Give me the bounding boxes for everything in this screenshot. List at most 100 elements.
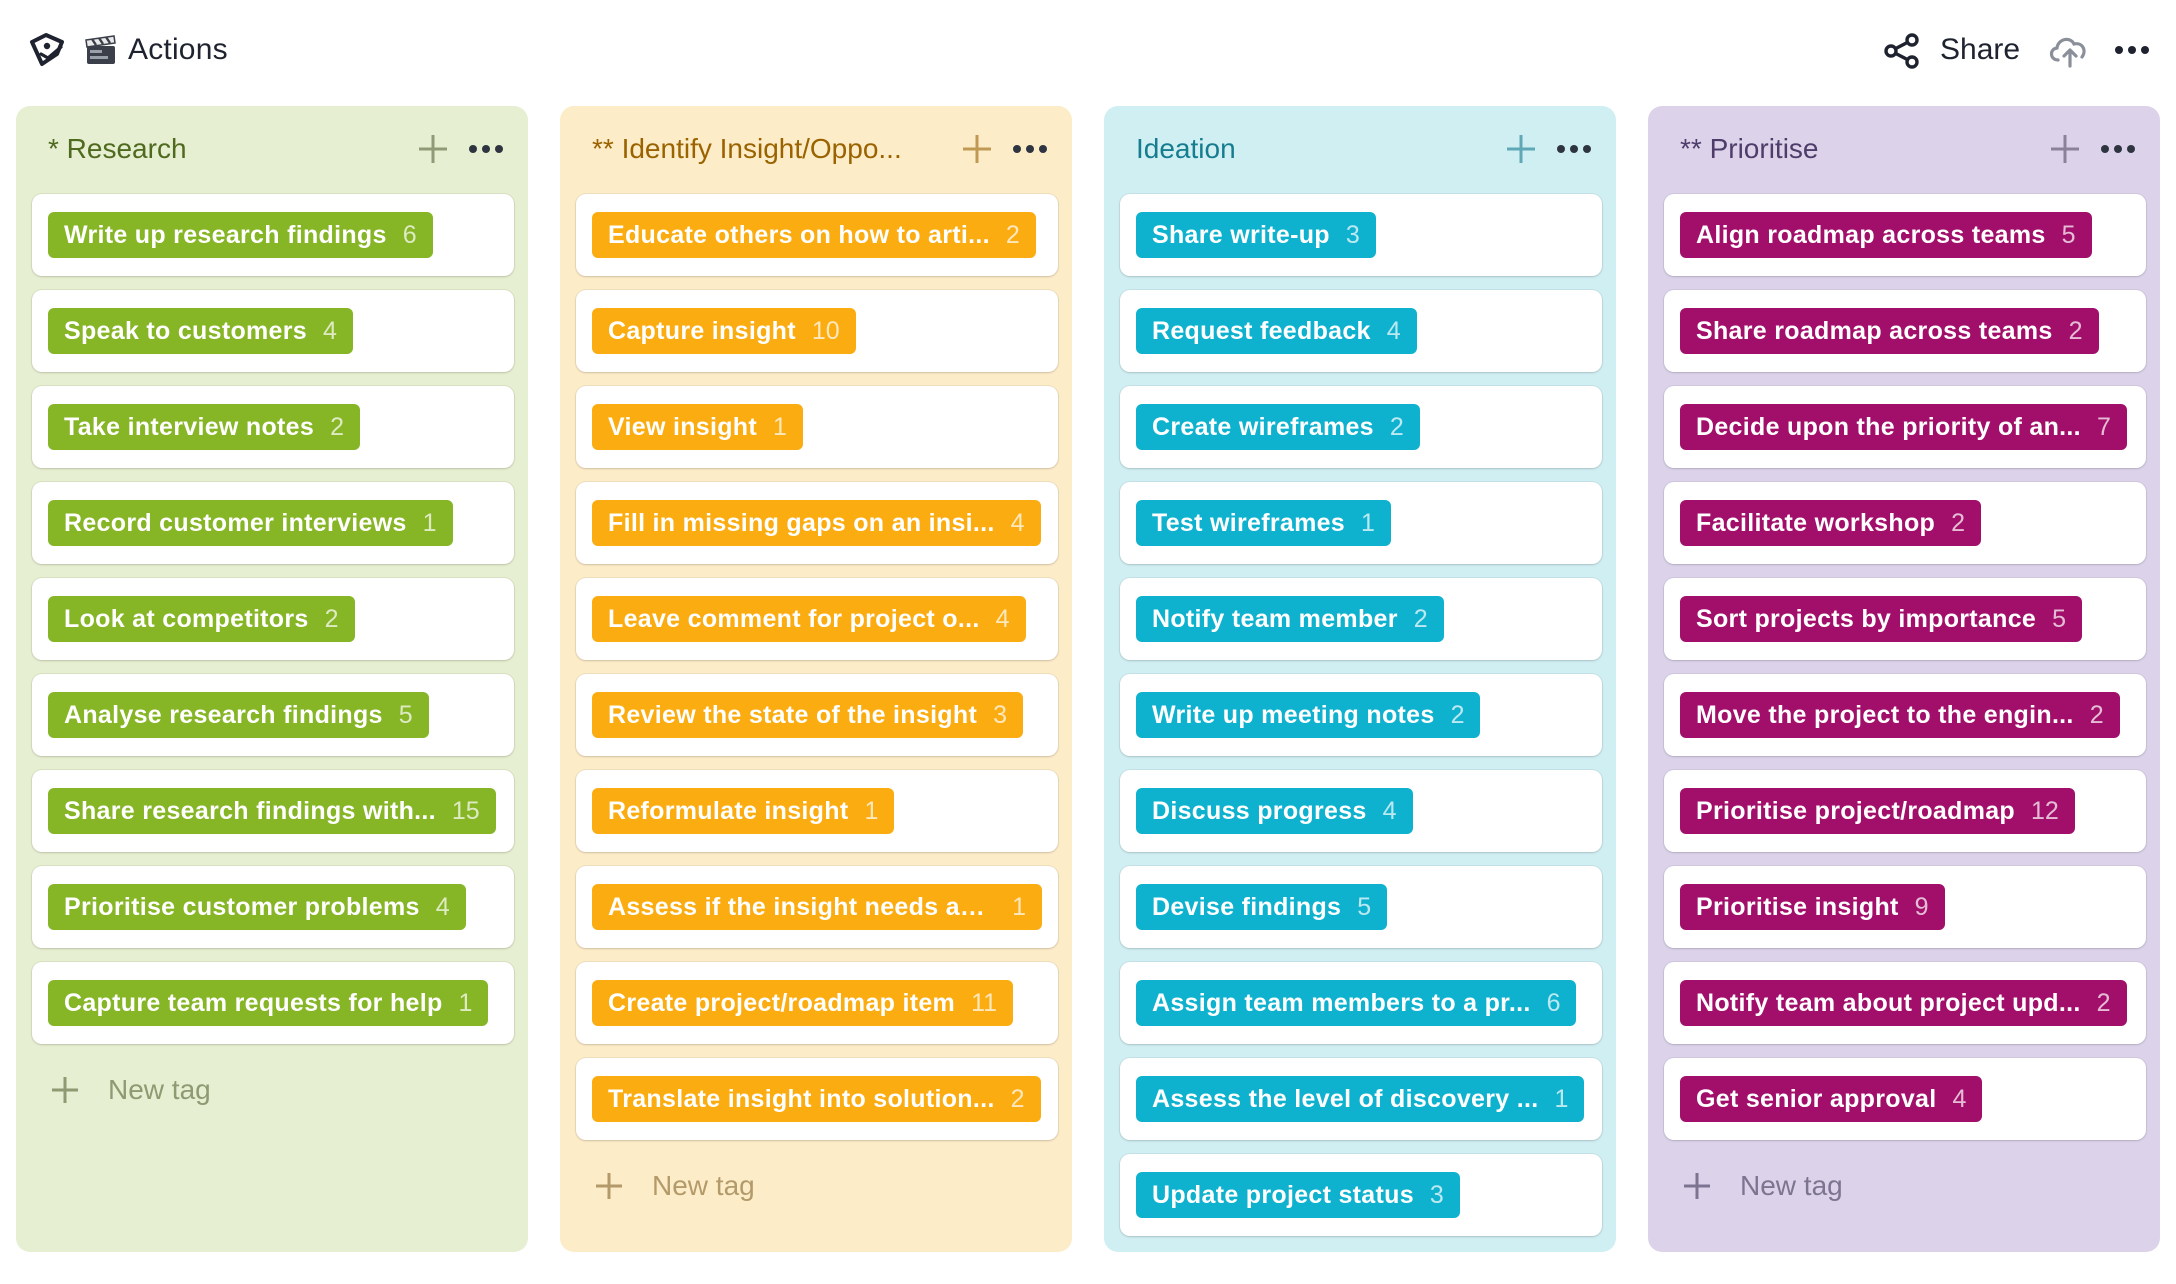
add-icon[interactable] [1502, 130, 1540, 168]
new-tag-button[interactable]: New tag [594, 1164, 755, 1208]
tag-card[interactable]: Reformulate insight 1 [576, 770, 1058, 852]
tag-chip[interactable]: Assess the level of discovery ... 1 [1136, 1076, 1585, 1122]
tag-card[interactable]: Prioritise project/roadmap 12 [1664, 770, 2146, 852]
tag-label: Write up research findings [64, 220, 387, 249]
tag-chip[interactable]: Devise findings 5 [1136, 884, 1388, 930]
tag-chip[interactable]: Write up research findings 6 [48, 212, 433, 258]
tag-chip[interactable]: Reformulate insight 1 [592, 788, 895, 834]
tag-card[interactable]: Create wireframes 2 [1120, 386, 1602, 468]
tag-chip[interactable]: Look at competitors 2 [48, 596, 355, 642]
tag-chip[interactable]: Test wireframes 1 [1136, 500, 1391, 546]
tag-chip[interactable]: Record customer interviews 1 [48, 500, 453, 546]
tag-card[interactable]: Review the state of the insight 3 [576, 674, 1058, 756]
cloud-upload-icon[interactable] [2046, 30, 2090, 70]
tag-card[interactable]: Speak to customers 4 [32, 290, 514, 372]
tag-chip[interactable]: Move the project to the engin... 2 [1680, 692, 2120, 738]
tag-chip[interactable]: Share write-up 3 [1136, 212, 1376, 258]
tag-card[interactable]: Record customer interviews 1 [32, 482, 514, 564]
add-icon[interactable] [2046, 130, 2084, 168]
tag-chip[interactable]: Analyse research findings 5 [48, 692, 429, 738]
tag-logo-icon[interactable] [26, 30, 68, 72]
tag-card[interactable]: Analyse research findings 5 [32, 674, 514, 756]
share-button[interactable]: Share [1940, 33, 2021, 66]
tag-label: Create wireframes [1152, 412, 1374, 441]
tag-card[interactable]: Notify team member 2 [1120, 578, 1602, 660]
tag-label: Sort projects by importance [1696, 604, 2037, 633]
tag-card[interactable]: Capture insight 10 [576, 290, 1058, 372]
tag-card[interactable]: Take interview notes 2 [32, 386, 514, 468]
tag-card[interactable]: Get senior approval 4 [1664, 1058, 2146, 1140]
tag-card[interactable]: Share roadmap across teams 2 [1664, 290, 2146, 372]
more-icon[interactable] [466, 138, 506, 160]
tag-chip[interactable]: Create wireframes 2 [1136, 404, 1420, 450]
tag-chip[interactable]: Request feedback 4 [1136, 308, 1417, 354]
tag-card[interactable]: Move the project to the engin... 2 [1664, 674, 2146, 756]
add-icon[interactable] [414, 130, 452, 168]
tag-card[interactable]: Write up research findings 6 [32, 194, 514, 276]
tag-card[interactable]: Translate insight into solution... 2 [576, 1058, 1058, 1140]
tag-card[interactable]: Decide upon the priority of an... 7 [1664, 386, 2146, 468]
tag-chip[interactable]: Discuss progress 4 [1136, 788, 1413, 834]
tag-card[interactable]: Facilitate workshop 2 [1664, 482, 2146, 564]
tag-chip[interactable]: Leave comment for project o... 4 [592, 596, 1026, 642]
tag-chip[interactable]: Sort projects by importance 5 [1680, 596, 2083, 642]
tag-card[interactable]: Align roadmap across teams 5 [1664, 194, 2146, 276]
tag-card[interactable]: Create project/roadmap item 11 [576, 962, 1058, 1044]
tag-chip[interactable]: Decide upon the priority of an... 7 [1680, 404, 2127, 450]
tag-chip[interactable]: Speak to customers 4 [48, 308, 353, 354]
tag-chip[interactable]: Take interview notes 2 [48, 404, 360, 450]
tag-chip[interactable]: View insight 1 [592, 404, 803, 450]
tag-chip[interactable]: Notify team member 2 [1136, 596, 1444, 642]
tag-card[interactable]: Look at competitors 2 [32, 578, 514, 660]
tag-card[interactable]: Test wireframes 1 [1120, 482, 1602, 564]
add-icon[interactable] [958, 130, 996, 168]
tag-chip[interactable]: Update project status 3 [1136, 1172, 1460, 1218]
tag-chip[interactable]: Get senior approval 4 [1680, 1076, 1983, 1122]
tag-chip[interactable]: Prioritise project/roadmap 12 [1680, 788, 2075, 834]
more-icon[interactable] [2098, 138, 2138, 160]
share-icon[interactable] [1882, 31, 1922, 71]
tag-card[interactable]: Devise findings 5 [1120, 866, 1602, 948]
tag-card[interactable]: Prioritise insight 9 [1664, 866, 2146, 948]
tag-card[interactable]: Write up meeting notes 2 [1120, 674, 1602, 756]
tag-card[interactable]: Share research findings with... 15 [32, 770, 514, 852]
tag-chip[interactable]: Translate insight into solution... 2 [592, 1076, 1041, 1122]
tag-chip[interactable]: Capture team requests for help 1 [48, 980, 489, 1026]
tag-card[interactable]: Assess the level of discovery ... 1 [1120, 1058, 1602, 1140]
tag-chip[interactable]: Fill in missing gaps on an insi... 4 [592, 500, 1041, 546]
tag-card[interactable]: Educate others on how to arti... 2 [576, 194, 1058, 276]
tag-card[interactable]: View insight 1 [576, 386, 1058, 468]
tag-chip[interactable]: Assess if the insight needs ad... 1 [592, 884, 1042, 930]
tag-card[interactable]: Discuss progress 4 [1120, 770, 1602, 852]
tag-chip[interactable]: Notify team about project upd... 2 [1680, 980, 2127, 1026]
tag-chip[interactable]: Prioritise insight 9 [1680, 884, 1945, 930]
more-icon[interactable] [2112, 36, 2152, 64]
tag-chip[interactable]: Align roadmap across teams 5 [1680, 212, 2092, 258]
tag-card[interactable]: Request feedback 4 [1120, 290, 1602, 372]
tag-chip[interactable]: Facilitate workshop 2 [1680, 500, 1981, 546]
tag-card[interactable]: Assess if the insight needs ad... 1 [576, 866, 1058, 948]
tag-count: 5 [2061, 220, 2076, 249]
tag-chip[interactable]: Assign team members to a pr... 6 [1136, 980, 1577, 1026]
tag-card[interactable]: Notify team about project upd... 2 [1664, 962, 2146, 1044]
tag-chip[interactable]: Write up meeting notes 2 [1136, 692, 1481, 738]
new-tag-button[interactable]: New tag [50, 1068, 211, 1112]
tag-chip[interactable]: Create project/roadmap item 11 [592, 980, 1014, 1026]
tag-card[interactable]: Share write-up 3 [1120, 194, 1602, 276]
tag-card[interactable]: Assign team members to a pr... 6 [1120, 962, 1602, 1044]
tag-chip[interactable]: Share roadmap across teams 2 [1680, 308, 2099, 354]
tag-card[interactable]: Prioritise customer problems 4 [32, 866, 514, 948]
tag-card[interactable]: Capture team requests for help 1 [32, 962, 514, 1044]
tag-card[interactable]: Update project status 3 [1120, 1154, 1602, 1236]
tag-card[interactable]: Leave comment for project o... 4 [576, 578, 1058, 660]
more-icon[interactable] [1554, 138, 1594, 160]
tag-chip[interactable]: Prioritise customer problems 4 [48, 884, 466, 930]
tag-chip[interactable]: Review the state of the insight 3 [592, 692, 1023, 738]
tag-chip[interactable]: Share research findings with... 15 [48, 788, 496, 834]
tag-card[interactable]: Fill in missing gaps on an insi... 4 [576, 482, 1058, 564]
more-icon[interactable] [1010, 138, 1050, 160]
new-tag-button[interactable]: New tag [1682, 1164, 1843, 1208]
tag-card[interactable]: Sort projects by importance 5 [1664, 578, 2146, 660]
tag-chip[interactable]: Educate others on how to arti... 2 [592, 212, 1036, 258]
tag-chip[interactable]: Capture insight 10 [592, 308, 856, 354]
